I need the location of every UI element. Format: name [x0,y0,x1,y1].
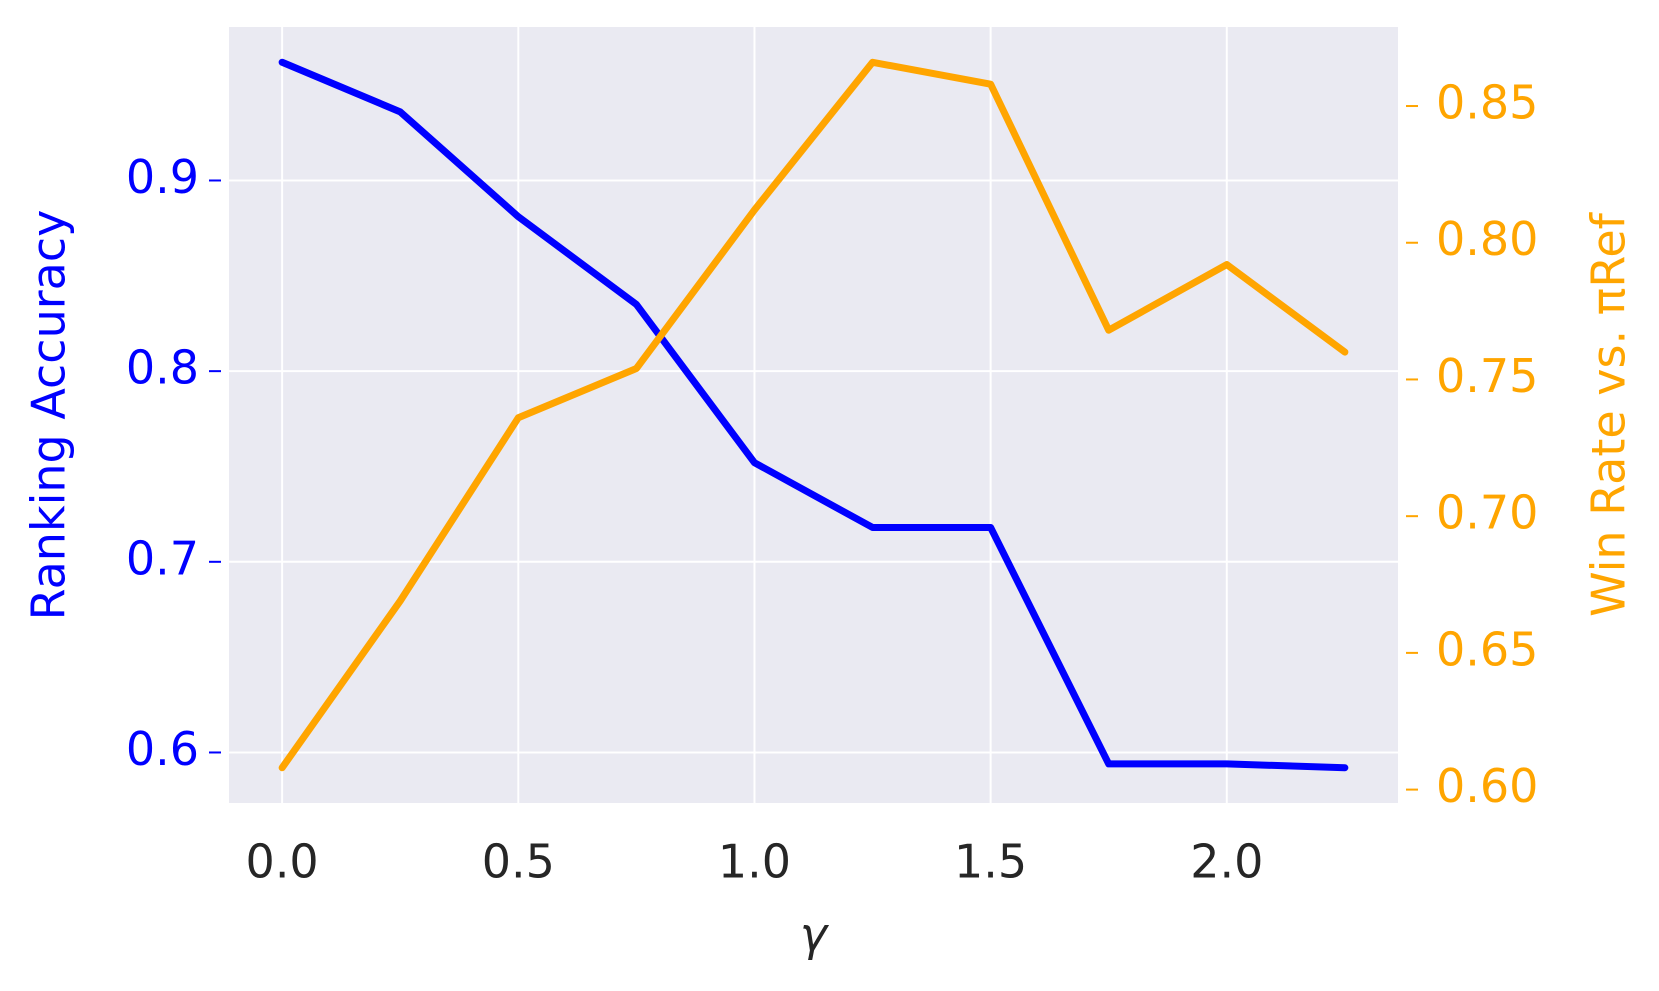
x-tick-label: 1.5 [954,835,1027,889]
y-axis-label: Ranking Accuracy [22,210,76,621]
x-tick-label: 0.0 [246,835,319,889]
x-tick-label: 1.0 [718,835,791,889]
series-line [278,58,1349,772]
y-tick-label: 0.6 [126,722,199,776]
y-tick-label: 0.7 [126,531,199,585]
y2-tick-label: 0.85 [1436,76,1538,130]
x-tick-label: 0.5 [482,835,555,889]
y2-axis-label: Win Rate vs. πRef [1582,211,1636,616]
y-tick-label: 0.9 [126,150,199,204]
y2-tick-label: 0.60 [1436,759,1538,813]
y2-tick-label: 0.80 [1436,212,1538,266]
y2-tick-label: 0.65 [1436,622,1538,676]
x-axis-label: γ [800,908,830,962]
plot-area [229,27,1398,803]
y2-tick-label: 0.75 [1436,349,1538,403]
x-tick-label: 2.0 [1190,835,1263,889]
y-tick-label: 0.8 [126,341,199,395]
series-line [278,58,1349,772]
y2-tick-label: 0.70 [1436,486,1538,540]
